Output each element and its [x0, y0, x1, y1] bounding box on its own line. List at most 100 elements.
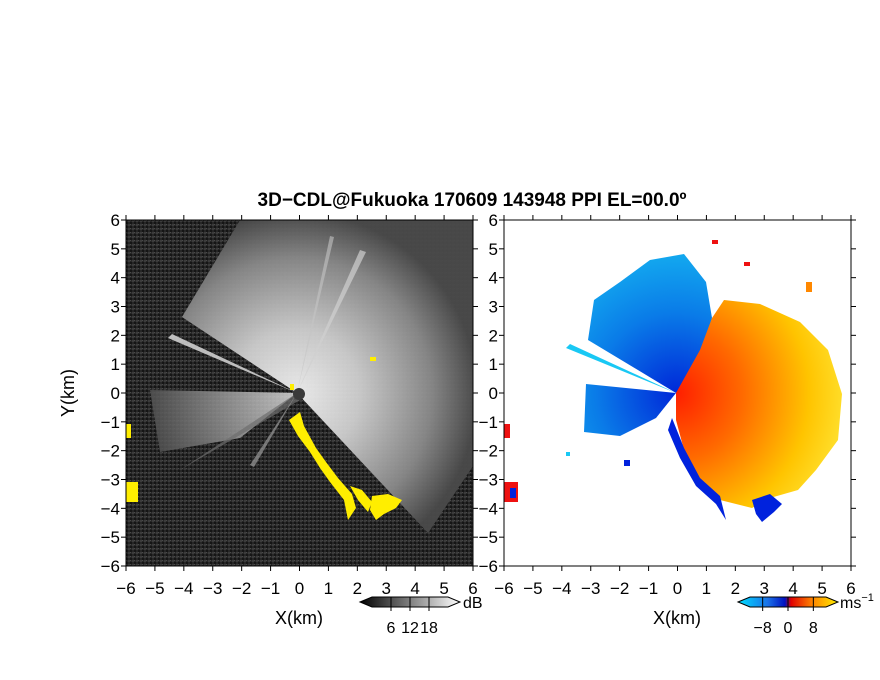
velocity-speckle-1 [712, 240, 718, 244]
velocity-x-tick-label: −4 [552, 579, 571, 598]
velocity-speckle-2 [744, 262, 750, 266]
reflectivity-x-tick-label: −2 [232, 579, 251, 598]
velocity-y-tick-label: −3 [479, 471, 498, 490]
reflectivity-colorbar-tick-label: 12 [401, 620, 419, 637]
velocity-x-tick-label: −3 [581, 579, 600, 598]
velocity-speckle-5 [566, 452, 570, 456]
reflectivity-y-tick-label: −3 [101, 471, 120, 490]
reflectivity-colorbar-tick-label: 6 [387, 620, 396, 637]
velocity-colorbar-tick-label: 0 [784, 620, 793, 637]
velocity-colorbar-unit-exp: −1 [861, 592, 874, 604]
reflectivity-y-tick-label: −5 [101, 528, 120, 547]
velocity-y-tick-label: −4 [479, 499, 498, 518]
figure-title: 3D−CDL@Fukuoka 170609 143948 PPI EL=00.0… [258, 190, 687, 211]
velocity-y-tick-label: −2 [479, 442, 498, 461]
reflectivity-x-tick-label: −4 [174, 579, 193, 598]
velocity-fold-edge [668, 418, 726, 520]
velocity-x-tick-label: 0 [673, 579, 682, 598]
reflectivity-x-tick-label: 5 [439, 579, 448, 598]
clutter-flag-ridge-3 [370, 494, 402, 520]
reflectivity-x-tick-label: 2 [353, 579, 362, 598]
reflectivity-y-tick-label: 0 [111, 384, 120, 403]
clutter-flag-edge-2 [126, 482, 138, 502]
reflectivity-x-tick-label: −3 [203, 579, 222, 598]
reflectivity-beam-north [297, 236, 334, 393]
reflectivity-colorbar: 6 12 18 dB [358, 595, 483, 637]
velocity-colorbar-ticks: −8 0 8 [754, 597, 818, 637]
clutter-flag-ridge-2 [350, 486, 372, 512]
reflectivity-colorbar-tick-label: 18 [420, 620, 438, 637]
reflectivity-west-cone [150, 390, 297, 452]
reflectivity-y-tick-label: 2 [111, 326, 120, 345]
velocity-x-tick-label: 5 [817, 579, 826, 598]
reflectivity-x-tick-label: 3 [382, 579, 391, 598]
velocity-edge-red-1 [504, 424, 510, 438]
velocity-y-tick-label: 3 [489, 298, 498, 317]
velocity-edge-blue [510, 488, 516, 498]
velocity-x-tick-label: 1 [702, 579, 711, 598]
velocity-colorbar-unit: ms−1 [840, 592, 874, 612]
velocity-x-tick-label: 2 [731, 579, 740, 598]
reflectivity-x-tick-label: −5 [145, 579, 164, 598]
velocity-x-tick-label: −2 [610, 579, 629, 598]
reflectivity-y-tick-label: 3 [111, 298, 120, 317]
velocity-y-tick-label: 6 [489, 211, 498, 230]
velocity-y-tick-label: 2 [489, 326, 498, 345]
velocity-x-axis-label: X(km) [653, 608, 701, 628]
reflectivity-x-tick-label: −6 [116, 579, 135, 598]
velocity-colorbar: −8 0 8 ms−1 [736, 592, 874, 637]
reflectivity-y-tick-label: −1 [101, 413, 120, 432]
reflectivity-y-tick-label: 4 [111, 269, 120, 288]
reflectivity-y-tick-label: 5 [111, 240, 120, 259]
reflectivity-y-tick-label: 1 [111, 355, 120, 374]
velocity-x-tick-label: −6 [494, 579, 513, 598]
velocity-speckle-3 [806, 282, 812, 292]
reflectivity-y-tick-label: −4 [101, 499, 120, 518]
reflectivity-x-tick-label: 1 [324, 579, 333, 598]
reflectivity-y-tick-label: 6 [111, 211, 120, 230]
reflectivity-main-cone [182, 220, 473, 533]
velocity-colorbar-unit-base: ms [840, 595, 861, 612]
velocity-approaching-region [588, 254, 712, 393]
clutter-flag-edge-1 [126, 424, 131, 438]
reflectivity-west-wedge [180, 393, 300, 470]
reflectivity-beam-north-east [297, 250, 366, 393]
clutter-flag-small [370, 357, 376, 361]
velocity-speckle-4 [624, 460, 630, 466]
reflectivity-y-axis-label: Y(km) [58, 369, 78, 417]
radar-site [293, 388, 305, 400]
reflectivity-x-tick-label: 6 [468, 579, 477, 598]
reflectivity-x-tick-label: 0 [295, 579, 304, 598]
clutter-flag-ridge [289, 412, 356, 520]
velocity-y-tick-label: 5 [489, 240, 498, 259]
reflectivity-x-tick-label: 4 [410, 579, 419, 598]
reflectivity-beam-north-west [168, 334, 297, 393]
velocity-y-tick-label: 0 [489, 384, 498, 403]
velocity-x-tick-label: 4 [788, 579, 797, 598]
velocity-y-tick-label: 1 [489, 355, 498, 374]
reflectivity-beam-south-west [250, 393, 297, 467]
velocity-y-tick-label: −5 [479, 528, 498, 547]
velocity-x-tick-label: −1 [639, 579, 658, 598]
reflectivity-colorbar-ticks: 6 12 18 [387, 597, 438, 637]
velocity-colorbar-tick-label: 8 [809, 620, 818, 637]
velocity-receding-region [676, 300, 842, 508]
clutter-flag-near [290, 384, 294, 390]
reflectivity-x-tick-label: −1 [261, 579, 280, 598]
reflectivity-colorbar-unit: dB [463, 595, 483, 612]
velocity-y-tick-label: −6 [479, 557, 498, 576]
reflectivity-y-tick-label: −6 [101, 557, 120, 576]
reflectivity-y-tick-label: −2 [101, 442, 120, 461]
velocity-x-tick-label: 3 [760, 579, 769, 598]
velocity-fold-edge-2 [752, 494, 782, 522]
velocity-x-tick-label: −5 [523, 579, 542, 598]
reflectivity-x-axis-label: X(km) [275, 608, 323, 628]
velocity-y-tick-label: −1 [479, 413, 498, 432]
velocity-y-tick-label: 4 [489, 269, 498, 288]
velocity-beam-cyan [566, 344, 676, 393]
